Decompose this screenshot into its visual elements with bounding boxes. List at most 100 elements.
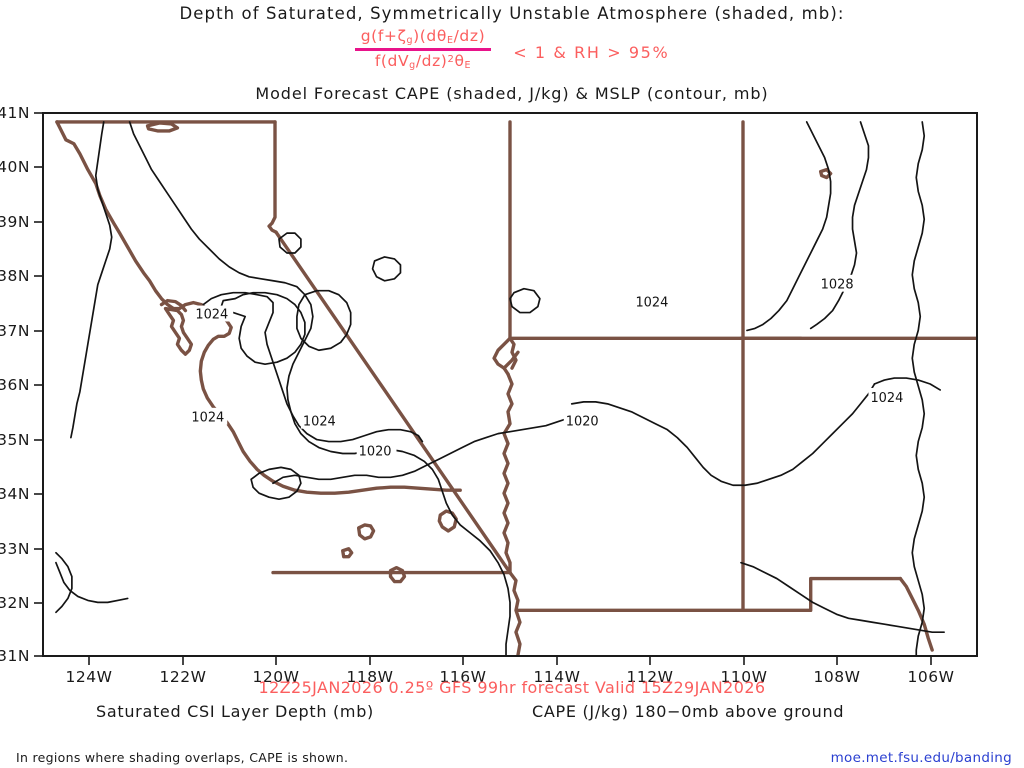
legend-row: Saturated CSI Layer Depth (mb) CAPE (J/k… — [0, 702, 1024, 724]
xlabel-114W: 114W — [533, 668, 581, 686]
contour-1024-center-loop — [296, 289, 352, 352]
contour-1020-south — [272, 416, 571, 485]
label-bg — [189, 407, 228, 425]
legend-csi-depth: Saturated CSI Layer Depth (mb) — [96, 702, 374, 721]
map-canvas: 1024 1024 1024 1020 1020 1024 1028 1024 — [55, 120, 976, 655]
page-title: Depth of Saturated, Symmetrically Unstab… — [179, 4, 845, 23]
colorado-river-border — [508, 570, 522, 655]
lake-mead-border — [492, 336, 512, 376]
island-channel-3 — [341, 547, 354, 559]
mslp-contour-layer — [55, 121, 945, 655]
contour-label-1024-nm: 1024 — [870, 391, 903, 406]
xlabel-116W: 116W — [439, 668, 487, 686]
colorado-river-north — [502, 372, 514, 575]
label-bg — [868, 387, 909, 405]
ylabel-33N: 33N — [0, 540, 30, 558]
label-bg — [356, 441, 397, 459]
contour-bottom-west-b — [55, 551, 73, 614]
ylabel-32N: 32N — [0, 594, 30, 612]
formula-num-part3: /dz) — [453, 27, 486, 45]
formula-denominator: f(dVg/dz)2θE — [369, 52, 477, 71]
contour-bottom-west — [55, 561, 129, 604]
contour-east-edge-wiggle — [911, 121, 926, 655]
xlabel-108W: 108W — [813, 668, 861, 686]
chart-subtitle: Model Forecast CAPE (shaded, J/kg) & MSL… — [255, 84, 769, 103]
island-small-north — [145, 121, 180, 133]
contour-1024-arizona-east — [570, 383, 876, 487]
xlabel-106W: 106W — [907, 668, 955, 686]
xlabel-118W: 118W — [346, 668, 394, 686]
overlap-note: In regions where shading overlaps, CAPE … — [16, 750, 349, 765]
contour-label-1020-socal: 1020 — [359, 444, 392, 459]
ylabel-36N: 36N — [0, 376, 30, 394]
csi-criterion-text: < 1 & RH > 95% — [513, 43, 670, 63]
island-channel-1 — [356, 523, 376, 541]
contour-label-1020-az: 1020 — [566, 415, 599, 430]
formula-num-part1: g(f+ζ — [360, 27, 407, 45]
ylabel-41N: 41N — [0, 104, 30, 122]
contour-label-1028-co: 1028 — [821, 278, 854, 293]
weather-map-panel[interactable]: 1024 1024 1024 1020 1020 1024 1028 1024 — [42, 112, 978, 657]
ylabel-40N: 40N — [0, 158, 30, 176]
formula-den-theta: θ — [454, 52, 465, 71]
state-borders-layer — [55, 120, 976, 655]
xlabel-110W: 110W — [720, 668, 768, 686]
contour-1028-ne-ridge — [746, 121, 832, 332]
ylabel-39N: 39N — [0, 213, 30, 231]
csi-criterion-row: g(f+ζg)(dθE/dz) f(dVg/dz)2θE < 1 & RH > … — [0, 28, 1024, 72]
contour-line-ca-coastal — [128, 121, 511, 655]
ylabel-34N: 34N — [0, 485, 30, 503]
contour-label-1024-sierra: 1024 — [303, 415, 336, 430]
xlabel-112W: 112W — [626, 668, 674, 686]
ca-nv-diagonal-border — [274, 230, 512, 575]
legend-cape: CAPE (J/kg) 180−0mb above ground — [532, 702, 845, 721]
label-bg — [633, 292, 674, 310]
california-coastline — [55, 120, 462, 495]
label-bg — [563, 411, 604, 429]
formula-den-part2: /dz) — [415, 52, 448, 71]
bay-inlet — [159, 298, 188, 313]
contour-sierra-loop — [278, 232, 302, 254]
label-bg — [300, 411, 341, 429]
ylabel-38N: 38N — [0, 267, 30, 285]
san-francisco-bay — [163, 306, 194, 356]
formula-den-sub1: g — [409, 60, 416, 72]
island-channel-2 — [388, 565, 407, 584]
feature-mark-a — [818, 167, 833, 180]
ylabel-31N: 31N — [0, 647, 30, 665]
nevada-southern-tip — [502, 350, 520, 370]
formula-numerator: g(f+ζg)(dθE/dz) — [355, 28, 492, 47]
contour-label-1024-bay: 1024 — [195, 308, 228, 323]
arizona-western-bulge — [508, 336, 518, 370]
contour-line-west-1024 — [70, 121, 113, 439]
ca-nv-vertical-border — [267, 120, 278, 234]
xlabel-120W: 120W — [252, 668, 300, 686]
contour-label-1024-utah: 1024 — [635, 296, 668, 311]
salton-sea — [437, 509, 458, 533]
ylabel-37N: 37N — [0, 322, 30, 340]
xlabel-124W: 124W — [65, 668, 113, 686]
label-bg — [193, 305, 234, 322]
rio-grande-border — [898, 576, 934, 652]
formula-fraction-bar — [354, 48, 492, 52]
ylabel-35N: 35N — [0, 431, 30, 449]
contour-1024-se-arm — [873, 377, 942, 391]
formula-num-sub2: E — [446, 35, 454, 46]
contour-small-blob-b — [509, 287, 541, 314]
source-site-link[interactable]: moe.met.fsu.edu/banding — [830, 750, 1012, 766]
contour-1024-big-loop — [202, 291, 424, 443]
label-bg — [818, 274, 859, 292]
contour-label-1024-west: 1024 — [191, 411, 224, 426]
formula-den-sub2: E — [464, 60, 472, 72]
contour-1020-loop-west — [250, 466, 302, 500]
forecast-valid-line: 12Z25JAN2026 0.25º GFS 99hr forecast Val… — [258, 678, 766, 697]
contour-1024-nevada-ring — [220, 291, 306, 365]
contour-se-corner — [740, 561, 945, 634]
formula-den-sup: 2 — [447, 54, 455, 66]
contour-1028-ne-inner — [809, 121, 870, 330]
title-block: Depth of Saturated, Symmetrically Unstab… — [0, 0, 1024, 110]
formula-den-part1: f(dV — [374, 52, 410, 71]
formula-num-sub1: g — [406, 35, 414, 46]
contour-small-blob-a — [371, 256, 402, 282]
newmexico-bootheel-border — [741, 576, 903, 613]
